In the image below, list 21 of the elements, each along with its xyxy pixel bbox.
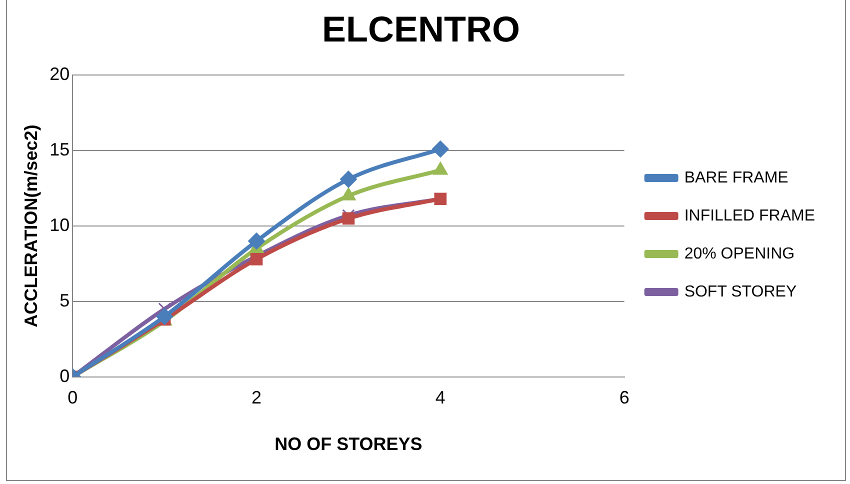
legend-label: BARE FRAME <box>684 169 788 186</box>
x-axis-title: NO OF STOREYS <box>274 434 422 454</box>
x-tick-label: 4 <box>435 388 446 408</box>
chart-title: ELCENTRO <box>322 8 520 50</box>
y-tick-label: 20 <box>50 64 70 84</box>
y-tick-label: 5 <box>60 290 70 310</box>
point <box>156 308 174 325</box>
point <box>432 140 449 158</box>
legend-label: INFILLED FRAME <box>684 207 815 224</box>
y-axis-title: ACCLERATION(m/sec2) <box>20 124 41 328</box>
y-tick-label: 15 <box>50 140 70 160</box>
x-tick-label: 2 <box>252 388 262 408</box>
y-tick-label: 10 <box>50 214 70 235</box>
x-tick-label: 6 <box>619 388 630 408</box>
point <box>342 212 355 225</box>
legend-label: SOFT STOREY <box>684 283 797 300</box>
point <box>340 170 357 188</box>
y-tick-label: 0 <box>60 366 70 386</box>
legend-label: 20% OPENING <box>684 245 795 262</box>
point <box>250 253 263 266</box>
point <box>248 232 266 250</box>
